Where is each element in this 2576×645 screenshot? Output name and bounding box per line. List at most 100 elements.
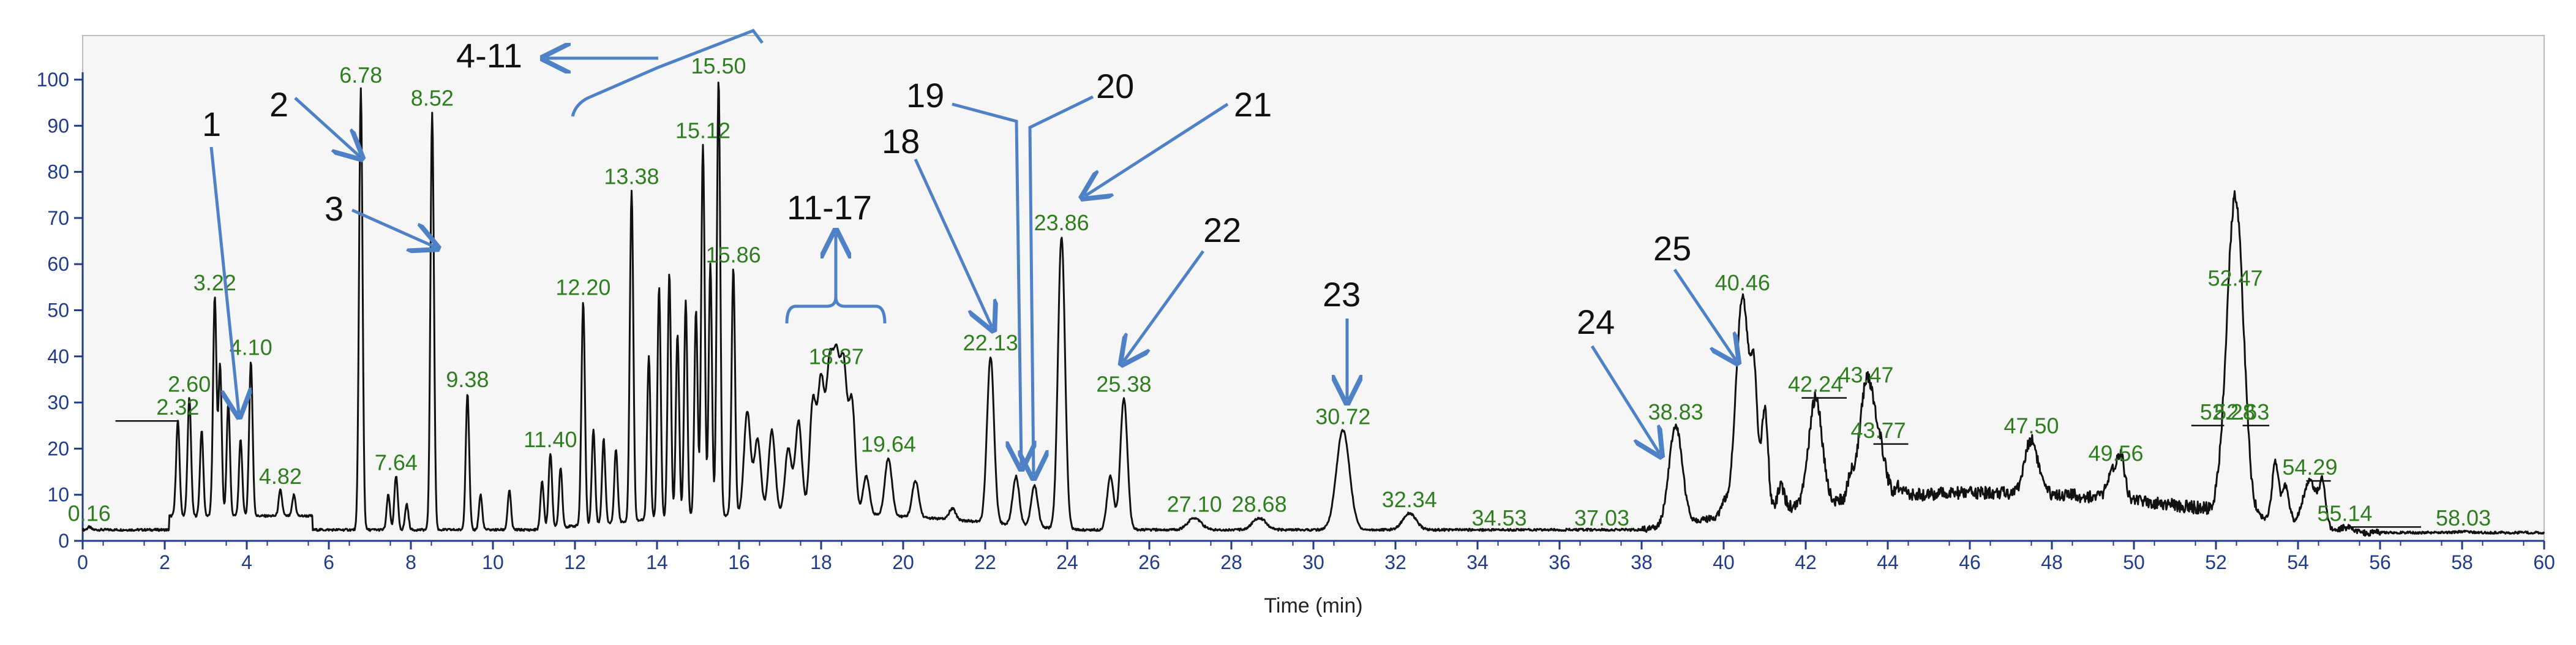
- peak-label: 27.10: [1167, 491, 1222, 516]
- annotation-label-25: 25: [1653, 229, 1691, 268]
- x-tick-label: 36: [1549, 551, 1571, 573]
- bracket-4-11: [571, 28, 764, 117]
- peak-label: 40.46: [1715, 270, 1770, 295]
- peak-label: 55.14: [2317, 500, 2372, 526]
- axes: 0 2 4 6 8 10 12 14 16 18 20 22 24 26 28 30 32 34 36 38 40 42 4…: [37, 69, 2555, 573]
- x-tick-label: 50: [2123, 551, 2145, 573]
- y-tick-label: 90: [47, 115, 69, 137]
- x-tick-label: 28: [1220, 551, 1242, 573]
- peak-label: 18.37: [809, 344, 864, 369]
- peak-label: 28.68: [1232, 491, 1287, 516]
- x-tick-label: 6: [323, 551, 334, 573]
- chromatogram-trace: [81, 81, 2545, 537]
- x-tick-label: 32: [1384, 551, 1406, 573]
- peak-label: 12.20: [555, 274, 610, 300]
- peak-label: 15.50: [691, 53, 746, 78]
- y-tick-label: 100: [37, 69, 69, 91]
- x-tick-label: 38: [1631, 551, 1653, 573]
- peak-label: 11.40: [524, 427, 577, 452]
- peak-label: 47.50: [2003, 413, 2059, 438]
- annotation-label-1: 1: [202, 105, 221, 143]
- peak-label: 49.56: [2088, 441, 2143, 466]
- x-tick-label: 58: [2451, 551, 2473, 573]
- baseline-marks: [115, 397, 2421, 528]
- peak-label: 0.16: [68, 500, 111, 526]
- arrow-3: [351, 208, 435, 247]
- y-tick-label: 0: [58, 530, 69, 552]
- peak-label: 58.03: [2436, 505, 2491, 530]
- x-tick-label: 26: [1138, 551, 1160, 573]
- arrow-18: [914, 158, 992, 327]
- x-tick-label: 4: [241, 551, 252, 573]
- y-tick-label: 40: [47, 345, 69, 368]
- peak-label: 7.64: [375, 450, 418, 475]
- peak-label: 43.47: [1838, 363, 1893, 388]
- x-tick-label: 44: [1877, 551, 1899, 573]
- x-tick-label: 48: [2041, 551, 2063, 573]
- peak-label: 3.22: [193, 270, 236, 295]
- x-tick-label: 52: [2205, 551, 2227, 573]
- annotations: 1 2 3 4-11 11-17 18 19 20 21 22 23 24 25: [202, 28, 1736, 475]
- peak-label: 25.38: [1096, 372, 1151, 397]
- annotation-label-4-11: 4-11: [456, 36, 522, 75]
- x-tick-label: 18: [810, 551, 832, 573]
- peak-label: 42.24: [1788, 372, 1843, 397]
- x-tick-label: 60: [2533, 551, 2555, 573]
- x-tick-label: 56: [2369, 551, 2391, 573]
- peak-label: 22.13: [963, 330, 1018, 355]
- y-tick-label: 20: [47, 437, 69, 459]
- x-axis-title: Time (min): [1264, 594, 1362, 617]
- peak-label: 8.52: [411, 86, 454, 111]
- x-tick-label: 40: [1713, 551, 1735, 573]
- peak-label: 13.38: [604, 164, 659, 189]
- x-tick-label: 12: [564, 551, 586, 573]
- y-tick-label: 80: [47, 161, 69, 183]
- x-tick-label: 10: [482, 551, 504, 573]
- peak-label: 37.03: [1574, 505, 1629, 530]
- arrow-24: [1590, 345, 1659, 453]
- x-tick-label: 20: [892, 551, 914, 573]
- y-tick-label: 10: [47, 484, 69, 506]
- annotation-label-21: 21: [1234, 85, 1272, 124]
- peak-label: 4.82: [259, 464, 302, 489]
- peak-label: 4.10: [230, 334, 272, 360]
- annotation-label-22: 22: [1203, 211, 1241, 249]
- x-tick-label: 46: [1959, 551, 1981, 573]
- peak-label: 15.86: [706, 243, 761, 268]
- annotation-label-18: 18: [882, 122, 920, 160]
- annotation-label-20: 20: [1096, 67, 1134, 105]
- peak-label: 30.72: [1315, 404, 1370, 429]
- peak-label: 52.63: [2214, 399, 2269, 424]
- peak-label: 52.47: [2207, 265, 2262, 290]
- peak-label: 2.32: [156, 394, 199, 420]
- arrow-25: [1673, 268, 1736, 360]
- peak-label: 9.38: [446, 367, 489, 392]
- peak-label: 54.29: [2282, 455, 2337, 480]
- y-tick-label: 70: [47, 207, 69, 229]
- arrow-20: [1030, 95, 1094, 475]
- annotation-label-2: 2: [269, 85, 288, 124]
- peak-label: 43.77: [1851, 418, 1906, 443]
- x-tick-label: 30: [1302, 551, 1324, 573]
- annotation-label-11-17: 11-17: [787, 188, 872, 227]
- x-tick-label: 8: [405, 551, 416, 573]
- peak-label: 15.12: [675, 118, 730, 143]
- x-tick-label: 16: [728, 551, 750, 573]
- arrow-21: [1085, 102, 1229, 196]
- arrow-22: [1124, 250, 1205, 361]
- x-tick-label: 54: [2287, 551, 2309, 573]
- y-tick-label: 60: [47, 253, 69, 275]
- x-tick-label: 24: [1056, 551, 1078, 573]
- peak-label: 19.64: [861, 431, 916, 456]
- peak-label: 38.83: [1648, 399, 1703, 424]
- x-tick-label: 14: [646, 551, 668, 573]
- x-tick-label: 42: [1795, 551, 1817, 573]
- peak-labels: 0.16 2.322.60 3.22 4.10 4.82 6.78 7.64 8.52 9.38…: [68, 53, 2491, 530]
- peak-label: 2.60: [168, 372, 211, 397]
- annotation-label-23: 23: [1323, 275, 1361, 314]
- peak-label: 6.78: [339, 62, 382, 88]
- x-tick-label: 0: [77, 551, 88, 573]
- annotation-label-24: 24: [1577, 303, 1615, 341]
